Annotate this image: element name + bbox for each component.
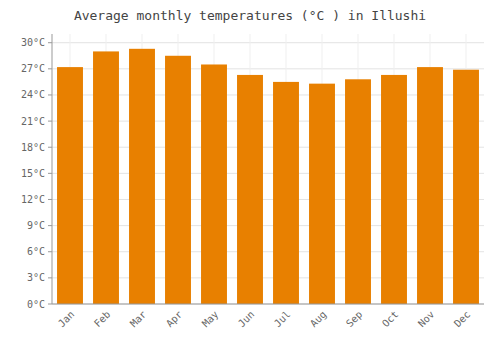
bar <box>93 51 119 304</box>
x-tick-label: Jul <box>272 309 293 330</box>
title: Average monthly temperatures (°C ) in Il… <box>74 8 426 23</box>
y-tick-label: 18°C <box>21 142 45 153</box>
y-tick <box>48 225 52 226</box>
bar <box>57 67 83 304</box>
y-tick-label: 21°C <box>21 116 45 127</box>
bar <box>309 84 335 304</box>
y-grid-line <box>52 304 484 305</box>
x-tick-label: Jun <box>236 309 257 330</box>
bar <box>273 82 299 304</box>
x-tick-label: Aug <box>308 309 329 330</box>
grid <box>52 34 484 304</box>
y-tick <box>48 277 52 278</box>
x-tick-label: Dec <box>452 309 473 330</box>
y-tick-label: 15°C <box>21 168 45 179</box>
y-axis-line <box>52 34 53 304</box>
y-tick-label: 9°C <box>27 220 45 231</box>
y-tick <box>48 199 52 200</box>
y-tick <box>48 173 52 174</box>
y-tick-label: 3°C <box>27 272 45 283</box>
x-tick-label: Oct <box>380 309 401 330</box>
y-tick-label: 30°C <box>21 37 45 48</box>
x-tick-label: Feb <box>92 309 113 330</box>
y-tick <box>48 304 52 305</box>
x-tick-label: Sep <box>344 309 365 330</box>
y-tick-label: 6°C <box>27 246 45 257</box>
y-tick-label: 12°C <box>21 194 45 205</box>
axes: 0°C 3°C 6°C 9°C 12°C 15°C 18°C 21°C 24°C 27°C 30°C… <box>21 34 484 329</box>
y-tick-label: 27°C <box>21 63 45 74</box>
y-tick <box>48 94 52 95</box>
x-tick-label: Nov <box>416 309 437 330</box>
bar <box>417 67 443 304</box>
y-tick <box>48 251 52 252</box>
bar <box>165 56 191 304</box>
y-tick-label: 0°C <box>27 299 45 310</box>
y-grid-line <box>52 42 484 43</box>
x-axis-line <box>52 304 484 305</box>
bar <box>345 79 371 304</box>
x-tick-label: Mar <box>128 309 149 330</box>
y-tick-label: 24°C <box>21 89 45 100</box>
bar <box>129 49 155 304</box>
y-tick <box>48 121 52 122</box>
bar <box>381 75 407 304</box>
bar <box>237 75 263 304</box>
x-tick-label: May <box>200 309 221 330</box>
x-tick-label: Apr <box>164 309 185 330</box>
y-tick <box>48 147 52 148</box>
bar <box>453 70 479 304</box>
bars <box>57 49 479 304</box>
y-tick <box>48 42 52 43</box>
bar <box>201 64 227 304</box>
x-tick-label: Jan <box>56 309 77 330</box>
chart-svg: 0°C 3°C 6°C 9°C 12°C 15°C 18°C 21°C 24°C 27°C 30°C… <box>0 0 500 350</box>
chart-container: 0°C 3°C 6°C 9°C 12°C 15°C 18°C 21°C 24°C 27°C 30°C… <box>0 0 500 350</box>
y-tick <box>48 68 52 69</box>
